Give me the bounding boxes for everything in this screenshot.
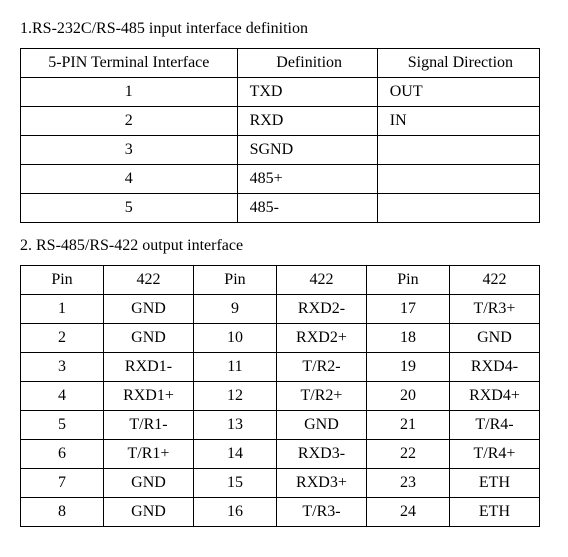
cell: 485- — [237, 194, 377, 223]
cell: 12 — [193, 382, 276, 411]
col-header-422: 422 — [276, 266, 366, 295]
table-row: 3RXD1-11T/R2-19RXD4- — [21, 353, 540, 382]
cell: GND — [449, 324, 539, 353]
cell: 21 — [366, 411, 449, 440]
col-header-422: 422 — [449, 266, 539, 295]
cell: 13 — [193, 411, 276, 440]
table-row: 2 RXD IN — [21, 107, 540, 136]
cell: RXD1+ — [103, 382, 193, 411]
cell: 11 — [193, 353, 276, 382]
cell: GND — [276, 411, 366, 440]
cell: 24 — [366, 498, 449, 527]
table-row: 8GND16T/R3-24ETH — [21, 498, 540, 527]
cell: 15 — [193, 469, 276, 498]
cell: GND — [103, 498, 193, 527]
table-row: 6T/R1+14RXD3-22T/R4+ — [21, 440, 540, 469]
cell: 17 — [366, 295, 449, 324]
cell — [377, 194, 539, 223]
cell: 22 — [366, 440, 449, 469]
table-row: 5 485- — [21, 194, 540, 223]
cell: T/R3- — [276, 498, 366, 527]
cell: SGND — [237, 136, 377, 165]
cell: ETH — [449, 498, 539, 527]
cell: ETH — [449, 469, 539, 498]
cell: GND — [103, 324, 193, 353]
section1-title: 1.RS-232C/RS-485 input interface definit… — [20, 20, 548, 38]
cell: 23 — [366, 469, 449, 498]
cell: 20 — [366, 382, 449, 411]
table-row: 7GND15RXD3+23ETH — [21, 469, 540, 498]
cell: 5 — [21, 194, 238, 223]
cell: T/R1- — [103, 411, 193, 440]
col-header-pin: Pin — [193, 266, 276, 295]
table-input-interface: 5-PIN Terminal Interface Definition Sign… — [20, 48, 540, 223]
cell: GND — [103, 295, 193, 324]
cell: 6 — [21, 440, 104, 469]
cell: T/R2- — [276, 353, 366, 382]
cell: 2 — [21, 324, 104, 353]
cell: 1 — [21, 295, 104, 324]
cell: 4 — [21, 165, 238, 194]
cell: TXD — [237, 78, 377, 107]
cell: RXD3+ — [276, 469, 366, 498]
table-row: Pin 422 Pin 422 Pin 422 — [21, 266, 540, 295]
cell: IN — [377, 107, 539, 136]
cell: T/R3+ — [449, 295, 539, 324]
cell: RXD — [237, 107, 377, 136]
cell: 1 — [21, 78, 238, 107]
col-header-definition: Definition — [237, 49, 377, 78]
table-row: 5T/R1-13GND21T/R4- — [21, 411, 540, 440]
cell: RXD3- — [276, 440, 366, 469]
col-header-pin: Pin — [366, 266, 449, 295]
col-header-terminal: 5-PIN Terminal Interface — [21, 49, 238, 78]
table-row: 1GND9RXD2-17T/R3+ — [21, 295, 540, 324]
col-header-signal: Signal Direction — [377, 49, 539, 78]
cell: 2 — [21, 107, 238, 136]
cell: T/R1+ — [103, 440, 193, 469]
cell: 14 — [193, 440, 276, 469]
cell: RXD4+ — [449, 382, 539, 411]
col-header-422: 422 — [103, 266, 193, 295]
cell: 5 — [21, 411, 104, 440]
cell: GND — [103, 469, 193, 498]
cell: 3 — [21, 353, 104, 382]
cell: 485+ — [237, 165, 377, 194]
cell — [377, 165, 539, 194]
table-output-interface: Pin 422 Pin 422 Pin 422 1GND9RXD2-17T/R3… — [20, 265, 540, 527]
cell: RXD2- — [276, 295, 366, 324]
table-row: 4 485+ — [21, 165, 540, 194]
cell — [377, 136, 539, 165]
cell: RXD4- — [449, 353, 539, 382]
cell: T/R4+ — [449, 440, 539, 469]
table-row: 2GND10RXD2+18GND — [21, 324, 540, 353]
table-row: 5-PIN Terminal Interface Definition Sign… — [21, 49, 540, 78]
col-header-pin: Pin — [21, 266, 104, 295]
cell: 19 — [366, 353, 449, 382]
table-row: 4RXD1+12T/R2+20RXD4+ — [21, 382, 540, 411]
cell: 18 — [366, 324, 449, 353]
cell: 16 — [193, 498, 276, 527]
cell: 4 — [21, 382, 104, 411]
table-row: 1 TXD OUT — [21, 78, 540, 107]
cell: 8 — [21, 498, 104, 527]
cell: T/R4- — [449, 411, 539, 440]
table-row: 3 SGND — [21, 136, 540, 165]
cell: T/R2+ — [276, 382, 366, 411]
cell: RXD2+ — [276, 324, 366, 353]
cell: 7 — [21, 469, 104, 498]
cell: 9 — [193, 295, 276, 324]
cell: OUT — [377, 78, 539, 107]
cell: RXD1- — [103, 353, 193, 382]
cell: 10 — [193, 324, 276, 353]
section2-title: 2. RS-485/RS-422 output interface — [20, 237, 548, 255]
cell: 3 — [21, 136, 238, 165]
